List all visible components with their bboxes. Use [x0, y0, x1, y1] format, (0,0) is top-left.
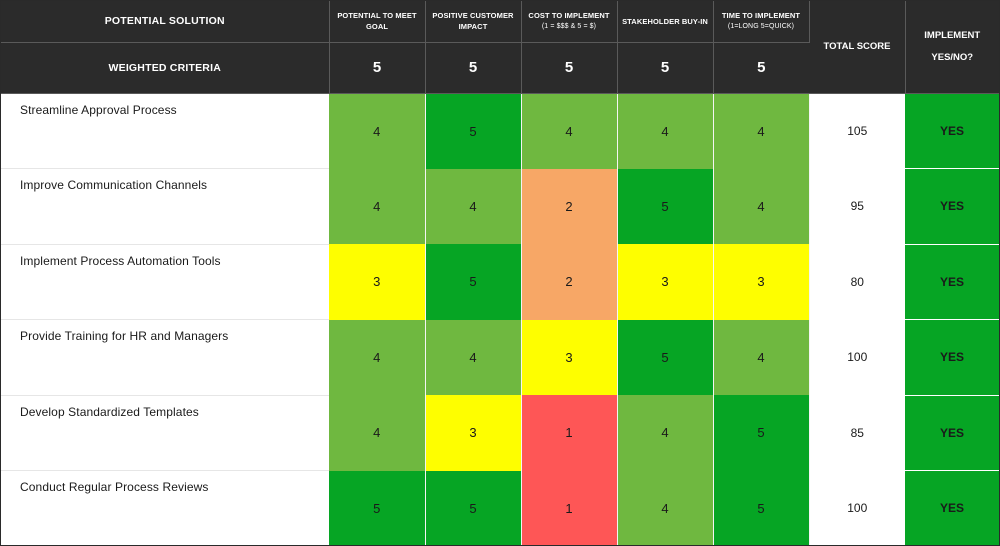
solution-row: Improve Communication Channels 4 4 2 5 4…: [1, 168, 999, 245]
total-score-cell: 105: [809, 93, 905, 169]
criteria-header-line1: STAKEHOLDER BUY-IN: [622, 16, 708, 26]
score-cell: 5: [713, 395, 810, 471]
score-cell: 4: [713, 93, 810, 169]
implement-cell: YES: [905, 93, 999, 169]
weight-cell: 5: [425, 42, 522, 94]
score-cell: 3: [713, 244, 810, 320]
weight-cell: 5: [617, 42, 714, 94]
criteria-header-cost: COST TO IMPLEMENT (1 = $$$ & 5 = $): [521, 1, 618, 43]
implement-header-line2: YES/NO?: [931, 51, 974, 63]
score-cell: 2: [521, 168, 618, 244]
criteria-header-line2: GOAL: [365, 22, 389, 32]
score-cell: 5: [713, 470, 810, 545]
header-row-weights: WEIGHTED CRITERIA 5 5 5 5 5: [1, 42, 999, 94]
score-cell: 5: [617, 168, 714, 244]
criteria-header-time: TIME TO IMPLEMENT (1=LONG 5=QUICK): [713, 1, 810, 43]
criteria-header-sub: (1 = $$$ & 5 = $): [541, 23, 597, 31]
score-cell: 3: [425, 395, 522, 471]
implement-cell: YES: [905, 395, 999, 471]
criteria-header-goal: POTENTIAL TO MEET GOAL: [329, 1, 426, 43]
total-score-cell: 85: [809, 395, 905, 471]
weight-cell: 5: [713, 42, 809, 94]
total-score-header: TOTAL SCORE: [809, 1, 906, 94]
score-cell: 5: [329, 470, 426, 545]
score-cell: 2: [521, 244, 618, 320]
criteria-header-sub: (1=LONG 5=QUICK): [727, 23, 795, 31]
implement-cell: YES: [905, 319, 999, 396]
score-cell: 3: [329, 244, 426, 320]
implement-cell: YES: [905, 470, 999, 545]
score-cell: 1: [521, 470, 618, 545]
solution-name: Conduct Regular Process Reviews: [1, 470, 329, 545]
score-cell: 4: [521, 93, 618, 169]
score-cell: 5: [425, 244, 522, 320]
weighted-criteria-header: WEIGHTED CRITERIA: [1, 42, 330, 94]
score-cell: 4: [617, 395, 714, 471]
score-cell: 3: [521, 319, 618, 395]
score-cell: 5: [617, 319, 714, 395]
score-cell: 4: [329, 93, 426, 169]
solution-row: Conduct Regular Process Reviews 5 5 1 4 …: [1, 470, 999, 545]
total-score-cell: 100: [809, 319, 905, 395]
potential-solution-header: POTENTIAL SOLUTION: [1, 1, 330, 43]
criteria-header-line2: IMPACT: [458, 22, 488, 32]
solution-row: Provide Training for HR and Managers 4 4…: [1, 319, 999, 396]
header-row-criteria: POTENTIAL SOLUTION POTENTIAL TO MEET GOA…: [1, 1, 999, 94]
solution-row: Streamline Approval Process 4 5 4 4 4 10…: [1, 93, 999, 169]
weight-cell: 5: [521, 42, 618, 94]
score-cell: 4: [425, 168, 522, 244]
weight-cell: 5: [329, 42, 426, 94]
solution-name: Provide Training for HR and Managers: [1, 319, 329, 396]
score-cell: 4: [425, 319, 522, 395]
score-cell: 4: [329, 168, 426, 244]
solution-name: Improve Communication Channels: [1, 168, 329, 245]
score-cell: 4: [329, 319, 426, 395]
total-score-cell: 95: [809, 168, 905, 244]
total-score-cell: 80: [809, 244, 905, 320]
score-cell: 4: [329, 395, 426, 471]
solution-name: Implement Process Automation Tools: [1, 244, 329, 320]
criteria-header-stakeholder: STAKEHOLDER BUY-IN: [617, 1, 714, 43]
solution-name: Streamline Approval Process: [1, 93, 329, 169]
criteria-header-line1: POSITIVE CUSTOMER: [432, 11, 514, 21]
solution-row: Implement Process Automation Tools 3 5 2…: [1, 244, 999, 320]
score-cell: 1: [521, 395, 618, 471]
criteria-header-line1: POTENTIAL TO MEET: [337, 11, 417, 21]
implement-header-line1: IMPLEMENT: [924, 29, 981, 41]
implement-cell: YES: [905, 244, 999, 320]
implement-cell: YES: [905, 168, 999, 245]
score-cell: 5: [425, 470, 522, 545]
score-cell: 3: [617, 244, 714, 320]
criteria-header-line1: COST TO IMPLEMENT: [528, 11, 610, 21]
score-cell: 4: [617, 470, 714, 545]
score-cell: 4: [713, 319, 810, 395]
solution-row: Develop Standardized Templates 4 3 1 4 5…: [1, 395, 999, 471]
score-cell: 4: [617, 93, 714, 169]
score-cell: 5: [425, 93, 522, 169]
solution-name: Develop Standardized Templates: [1, 395, 329, 471]
score-cell: 4: [713, 168, 810, 244]
criteria-header-line1: TIME TO IMPLEMENT: [721, 11, 801, 21]
criteria-header-customer-impact: POSITIVE CUSTOMER IMPACT: [425, 1, 522, 43]
total-score-cell: 100: [809, 470, 905, 545]
implement-header: IMPLEMENT YES/NO?: [905, 1, 999, 94]
